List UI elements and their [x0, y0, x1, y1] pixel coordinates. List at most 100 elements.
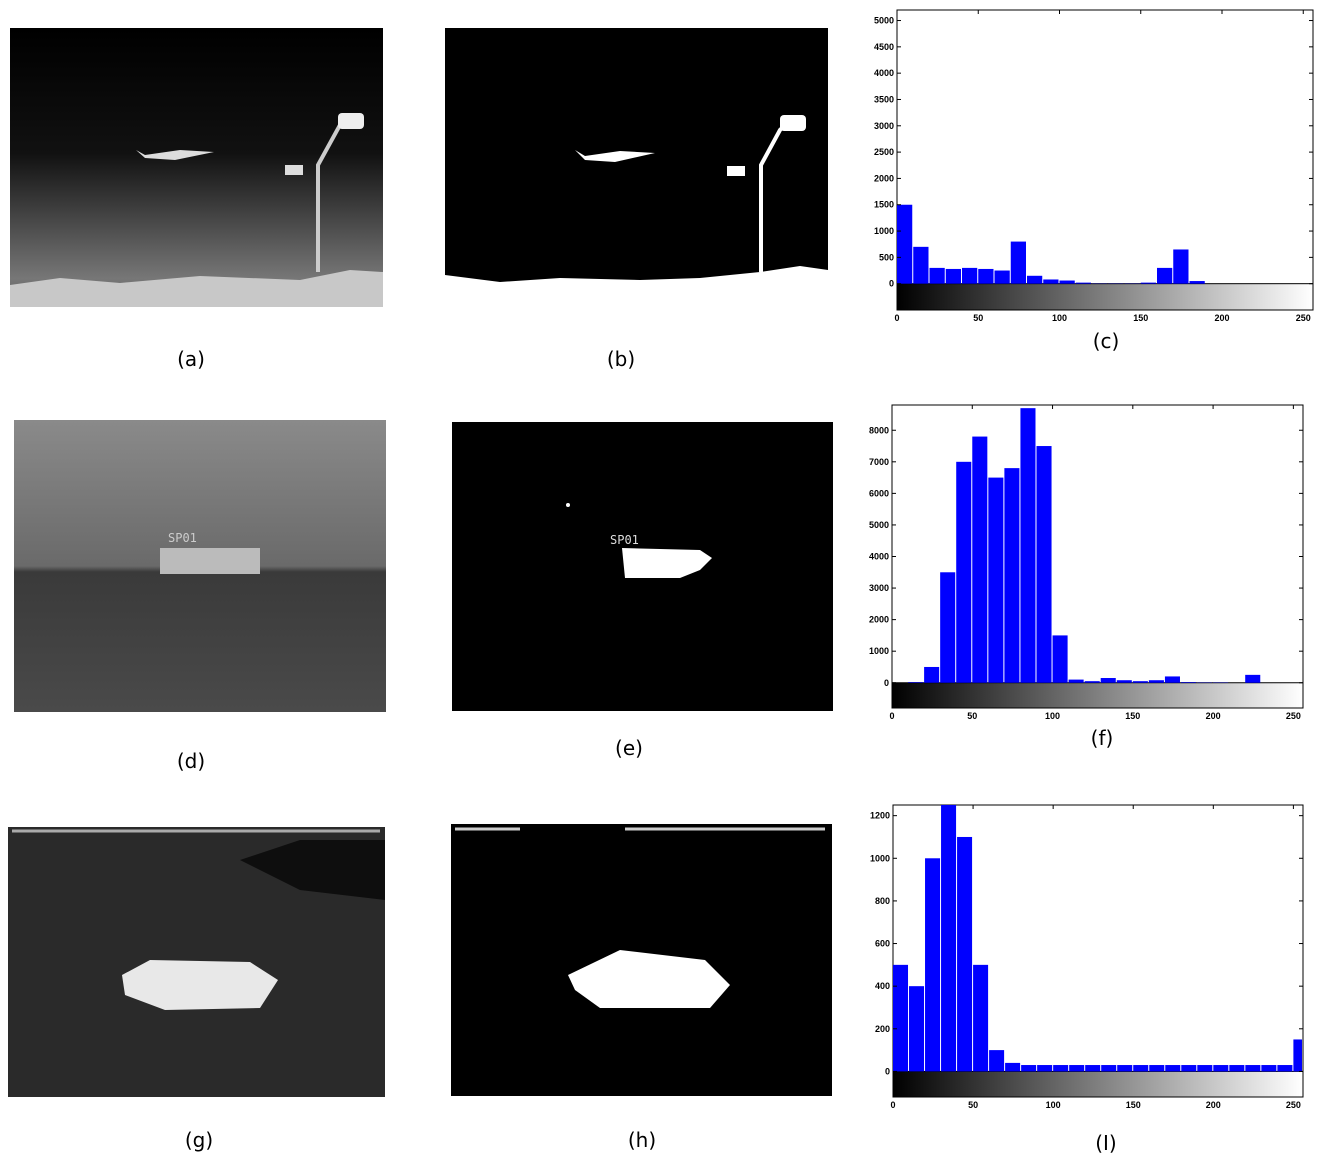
- x-tick-label: 50: [973, 313, 983, 323]
- image-b: [445, 28, 828, 301]
- bar: [1027, 275, 1043, 284]
- bar: [988, 477, 1004, 683]
- bar: [1133, 1065, 1149, 1072]
- caption: (h): [628, 1128, 656, 1152]
- bar: [1277, 1065, 1293, 1072]
- bar: [973, 964, 989, 1072]
- y-tick-label: 2500: [874, 147, 894, 157]
- bar: [909, 986, 925, 1072]
- bar: [1068, 679, 1084, 683]
- y-tick-label: 400: [875, 981, 890, 991]
- bar: [1116, 680, 1132, 683]
- y-tick-label: 500: [879, 252, 894, 262]
- bar: [908, 682, 924, 683]
- caption: (I): [1095, 1131, 1117, 1155]
- bar: [945, 268, 961, 284]
- x-tick-label: 0: [890, 1100, 895, 1110]
- y-tick-label: 600: [875, 939, 890, 949]
- y-tick-label: 0: [884, 678, 889, 688]
- bar: [1181, 1065, 1197, 1072]
- bar: [897, 204, 913, 284]
- caption: (a): [177, 347, 205, 371]
- bar: [941, 805, 957, 1072]
- caption: (f): [1091, 726, 1114, 750]
- bar: [1005, 1062, 1021, 1072]
- bar: [994, 270, 1010, 284]
- caption: (e): [615, 736, 643, 760]
- x-tick-label: 250: [1296, 313, 1311, 323]
- bar: [972, 436, 988, 683]
- bar: [1069, 1065, 1085, 1072]
- bar: [1165, 1065, 1181, 1072]
- bar: [1037, 1065, 1053, 1072]
- y-tick-label: 4000: [869, 552, 889, 562]
- svg-text:SP01: SP01: [168, 531, 197, 545]
- bar: [1140, 282, 1156, 284]
- bar: [962, 267, 978, 284]
- bar: [1053, 1065, 1069, 1072]
- x-tick-label: 50: [967, 711, 977, 721]
- y-tick-label: 1000: [870, 853, 890, 863]
- bar: [1245, 1065, 1261, 1072]
- y-tick-label: 6000: [869, 488, 889, 498]
- bar: [1245, 674, 1261, 683]
- bar: [1164, 676, 1180, 683]
- bar: [893, 964, 909, 1072]
- y-tick-label: 8000: [869, 425, 889, 435]
- image-h: [451, 824, 832, 1096]
- image-e: SP01: [452, 422, 833, 711]
- bar: [1157, 267, 1173, 284]
- bar: [989, 1050, 1005, 1072]
- x-tick-label: 150: [1125, 711, 1140, 721]
- image-d: SP01: [14, 420, 386, 712]
- y-tick-label: 5000: [874, 16, 894, 26]
- bar: [1189, 281, 1205, 284]
- bar: [956, 461, 972, 683]
- y-tick-label: 0: [889, 279, 894, 289]
- caption: (d): [177, 749, 205, 773]
- x-tick-label: 200: [1214, 313, 1229, 323]
- y-tick-label: 800: [875, 896, 890, 906]
- bar: [957, 836, 973, 1072]
- bar: [1021, 1065, 1037, 1072]
- bar: [1101, 1065, 1117, 1072]
- y-tick-label: 1000: [869, 646, 889, 656]
- bar: [1148, 680, 1164, 683]
- bar: [929, 267, 945, 284]
- image-a: [10, 28, 383, 307]
- x-tick-label: 0: [894, 313, 899, 323]
- x-tick-label: 150: [1133, 313, 1148, 323]
- y-tick-label: 3000: [869, 583, 889, 593]
- bar: [1132, 681, 1148, 683]
- bar: [978, 268, 994, 284]
- x-tick-label: 50: [968, 1100, 978, 1110]
- x-tick-label: 200: [1206, 711, 1221, 721]
- bar: [940, 572, 956, 683]
- x-tick-label: 200: [1206, 1100, 1221, 1110]
- caption: (b): [607, 347, 635, 371]
- x-tick-label: 100: [1046, 1100, 1061, 1110]
- bar: [1010, 241, 1026, 284]
- bar: [1052, 635, 1068, 683]
- image-g: [8, 827, 385, 1097]
- y-tick-label: 0: [885, 1066, 890, 1076]
- bar: [1059, 280, 1075, 284]
- bar: [1100, 678, 1116, 683]
- x-tick-label: 250: [1286, 711, 1301, 721]
- bar: [1180, 682, 1197, 683]
- y-tick-label: 5000: [869, 520, 889, 530]
- x-tick-label: 0: [889, 711, 894, 721]
- bar: [1261, 1065, 1277, 1072]
- bar: [1173, 249, 1189, 284]
- y-tick-label: 1000: [874, 226, 894, 236]
- bar: [1020, 408, 1036, 683]
- colorbar: [891, 682, 1304, 709]
- x-tick-label: 100: [1045, 711, 1060, 721]
- bar: [1293, 1039, 1302, 1072]
- bar: [1197, 1065, 1213, 1072]
- bar: [924, 666, 940, 683]
- bar: [1036, 446, 1052, 683]
- colorbar: [896, 283, 1314, 311]
- bar: [1085, 1065, 1101, 1072]
